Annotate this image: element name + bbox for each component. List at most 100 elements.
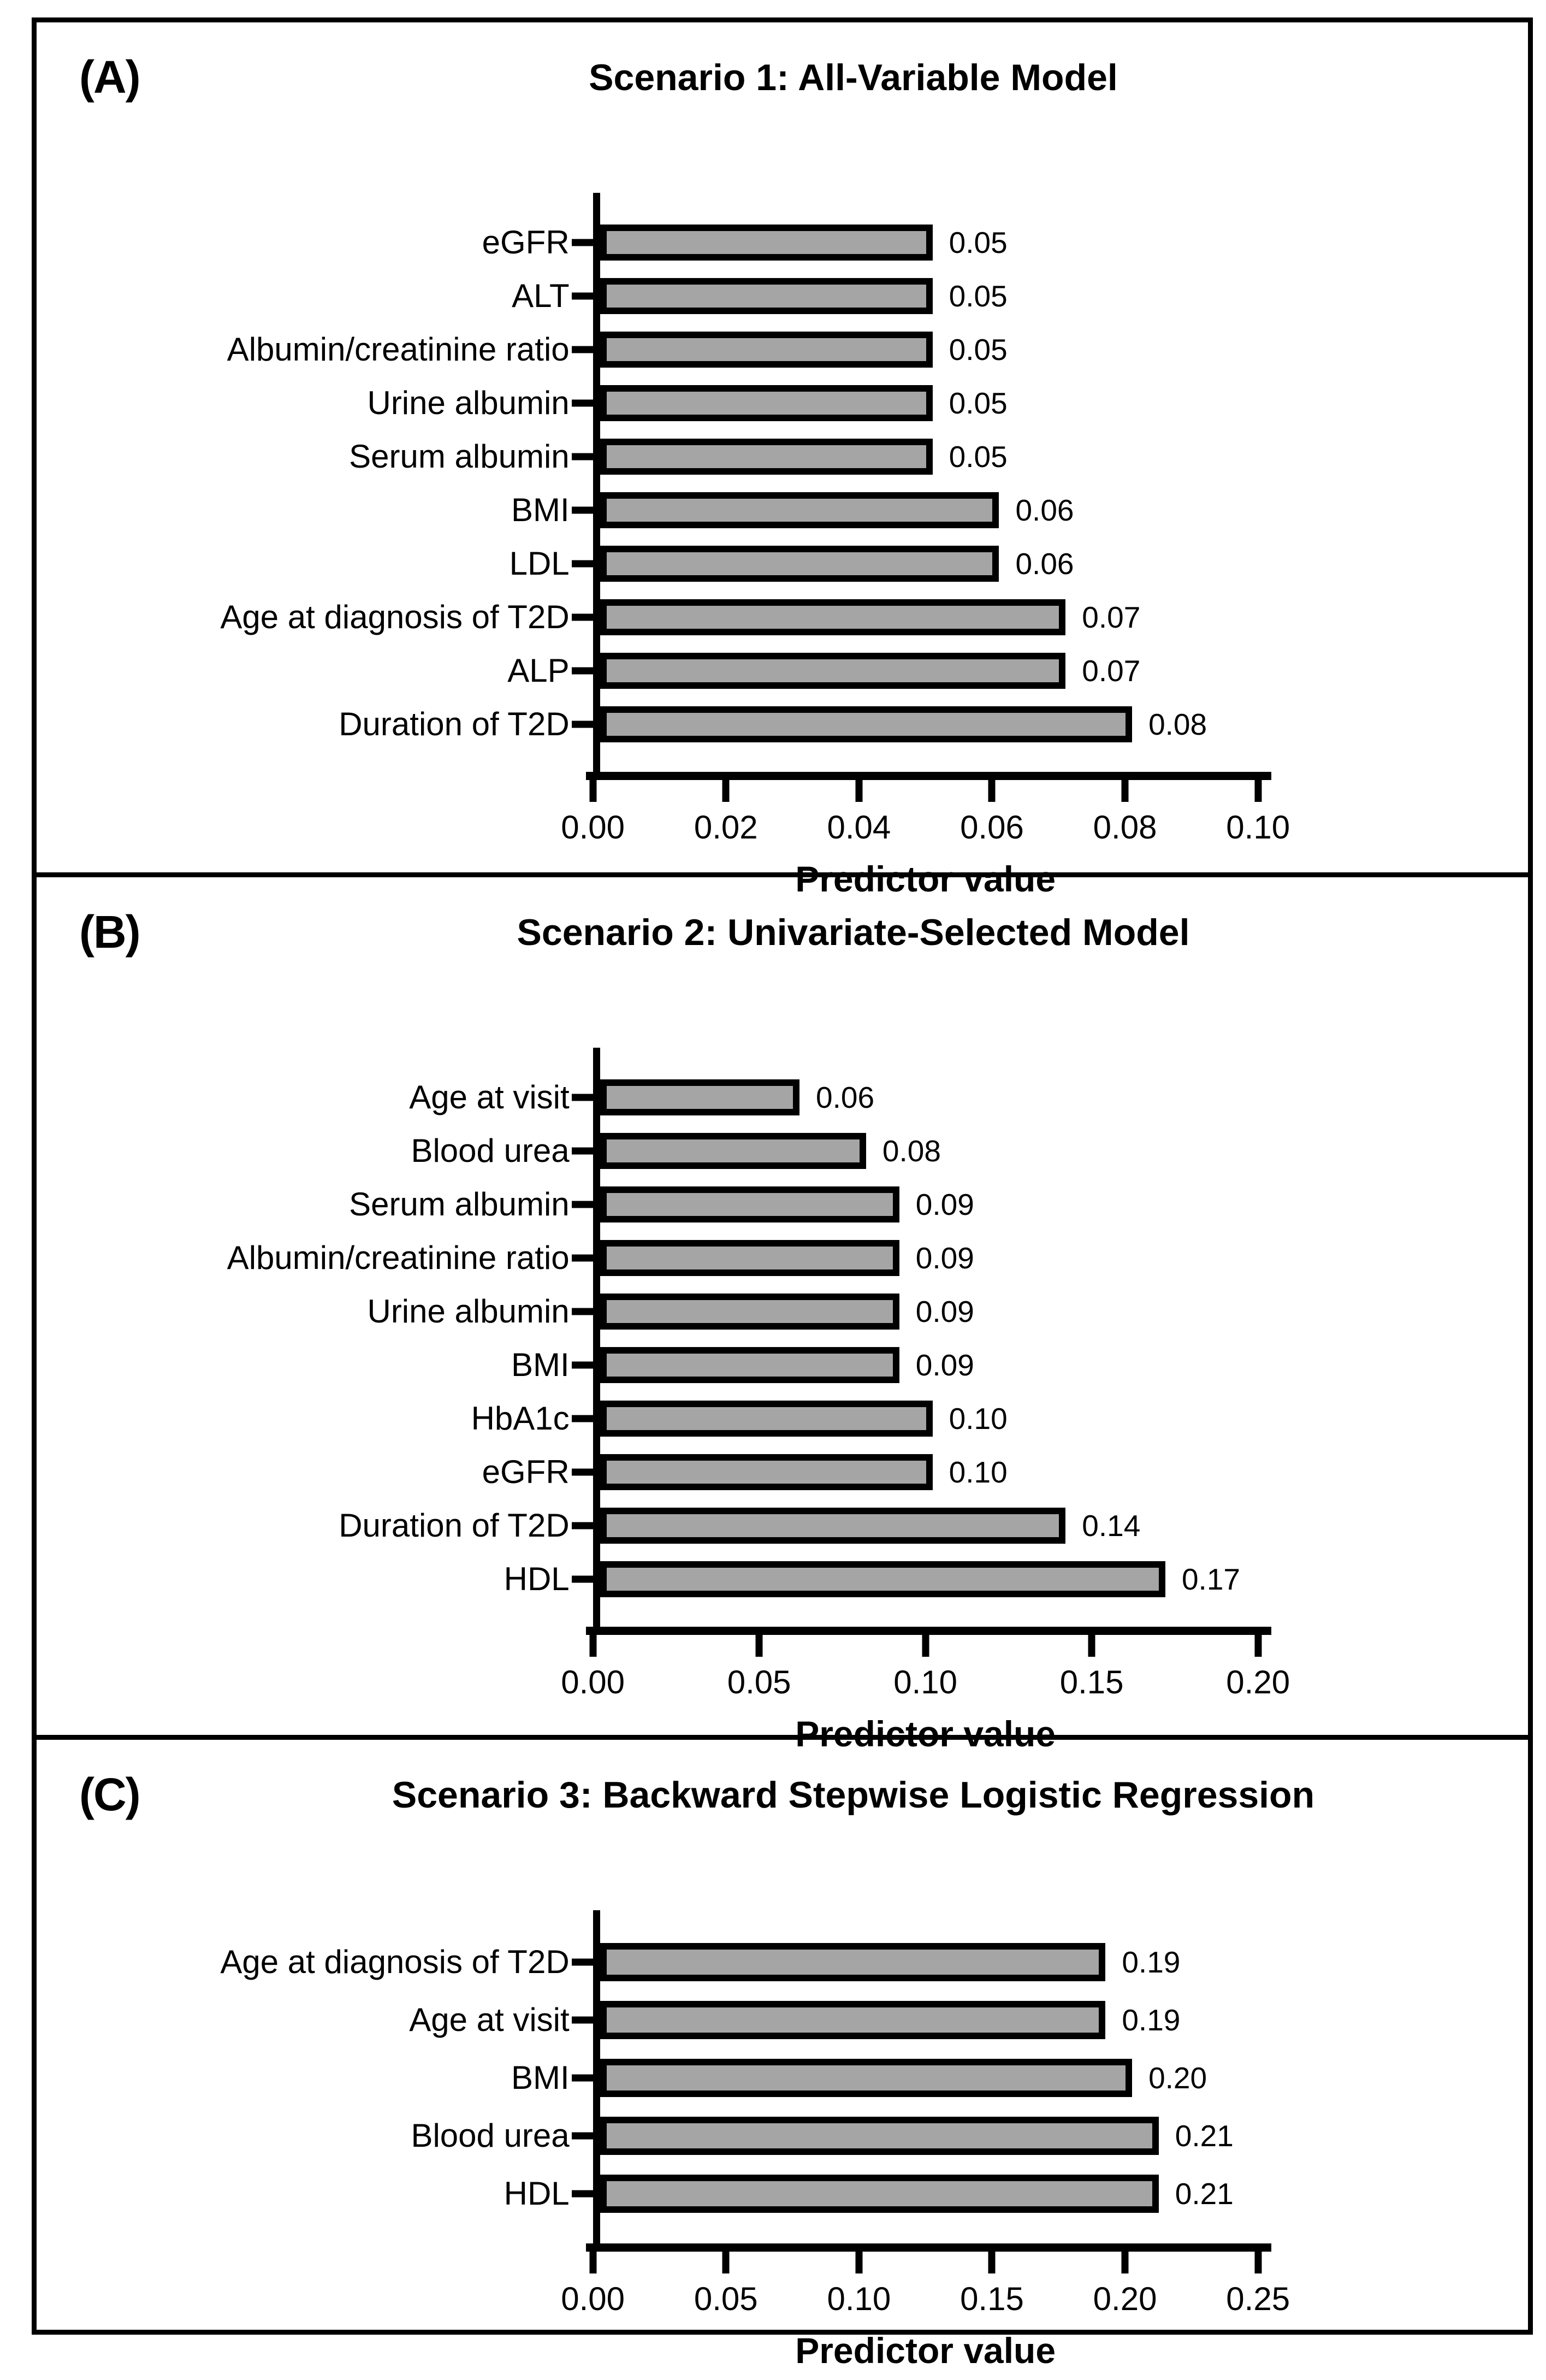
figure-frame: (A) Scenario 1: All-Variable Model eGFR 0… bbox=[32, 17, 1533, 2371]
value-label: 0.21 bbox=[1175, 2118, 1234, 2153]
category-tick-mark bbox=[571, 453, 600, 460]
x-axis-tick bbox=[722, 780, 730, 802]
x-axis-tick bbox=[855, 2252, 863, 2273]
value-label: 0.09 bbox=[915, 1348, 974, 1382]
x-axis-tick bbox=[1088, 1635, 1095, 1657]
bar-chart-scenario-1: eGFR 0.05 ALT 0.05 Albumin/creatinine ratio 0… bbox=[37, 193, 1528, 908]
value-label: 0.05 bbox=[949, 332, 1008, 367]
bar-row: Albumin/creatinine ratio 0.09 bbox=[227, 1231, 1265, 1285]
bar-row: LDL 0.06 bbox=[510, 537, 1265, 590]
x-axis-tick-label: 0.25 bbox=[1226, 2281, 1290, 2317]
x-axis-tick-label: 0.15 bbox=[960, 2281, 1024, 2317]
bar bbox=[600, 492, 999, 528]
x-axis-tick bbox=[988, 780, 996, 802]
category-label: eGFR bbox=[482, 1454, 570, 1490]
category-label: Albumin/creatinine ratio bbox=[227, 331, 570, 368]
panel-c-header: (C) Scenario 3: Backward Stepwise Logist… bbox=[37, 1740, 1528, 1883]
category-label: Albumin/creatinine ratio bbox=[227, 1239, 570, 1276]
x-axis-tick bbox=[1121, 2252, 1129, 2273]
x-axis-tick bbox=[1254, 2252, 1262, 2273]
bar bbox=[600, 599, 1066, 635]
x-axis-tick-label: 0.05 bbox=[727, 1664, 791, 1700]
bar-row: Blood urea 0.08 bbox=[411, 1124, 1265, 1178]
bar bbox=[600, 2175, 1159, 2213]
bar-row: Albumin/creatinine ratio 0.05 bbox=[227, 323, 1265, 376]
category-label: Serum albumin bbox=[349, 438, 570, 475]
value-label: 0.05 bbox=[949, 439, 1008, 474]
bar-row: BMI 0.06 bbox=[511, 483, 1265, 537]
bar bbox=[600, 2117, 1159, 2155]
value-label: 0.10 bbox=[949, 1401, 1008, 1436]
bar-row: HDL 0.17 bbox=[504, 1552, 1265, 1606]
bar bbox=[600, 1508, 1066, 1544]
panel-c: (C) Scenario 3: Backward Stepwise Logist… bbox=[37, 1740, 1528, 2380]
x-axis-tick bbox=[1121, 780, 1129, 802]
category-label: Duration of T2D bbox=[339, 1507, 570, 1544]
value-label: 0.05 bbox=[949, 386, 1008, 420]
bar-row: Serum albumin 0.05 bbox=[349, 430, 1265, 483]
value-label: 0.05 bbox=[949, 279, 1008, 313]
x-axis-line bbox=[585, 2243, 1271, 2252]
category-tick-mark bbox=[571, 2132, 600, 2140]
x-axis-tick-label: 0.05 bbox=[694, 2281, 758, 2317]
value-label: 0.20 bbox=[1148, 2060, 1207, 2095]
value-label: 0.08 bbox=[882, 1133, 941, 1168]
category-tick-mark bbox=[571, 1147, 600, 1155]
bar-row: ALT 0.05 bbox=[512, 269, 1265, 323]
bar-row: ALP 0.07 bbox=[507, 644, 1265, 698]
value-label: 0.19 bbox=[1122, 2003, 1181, 2037]
value-label: 0.07 bbox=[1082, 653, 1141, 688]
category-label: Urine albumin bbox=[367, 385, 570, 421]
category-label: BMI bbox=[511, 2059, 570, 2096]
category-tick-mark bbox=[571, 292, 600, 300]
bar bbox=[600, 2001, 1106, 2039]
category-tick-mark bbox=[571, 1361, 600, 1369]
panel-b-letter: (B) bbox=[79, 906, 141, 958]
bar-row: eGFR 0.05 bbox=[482, 216, 1265, 269]
value-label: 0.08 bbox=[1148, 707, 1207, 741]
category-label: Age at diagnosis of T2D bbox=[220, 1944, 570, 1980]
category-tick-mark bbox=[571, 613, 600, 621]
bar-row: BMI 0.20 bbox=[511, 2049, 1265, 2107]
bar-row: Age at diagnosis of T2D 0.19 bbox=[220, 1933, 1265, 1991]
panel-a: (A) Scenario 1: All-Variable Model eGFR 0… bbox=[37, 22, 1528, 899]
panel-b: (B) Scenario 2: Univariate-Selected Mode… bbox=[37, 877, 1528, 1754]
value-label: 0.17 bbox=[1181, 1562, 1241, 1596]
category-label: Duration of T2D bbox=[339, 706, 570, 742]
bar bbox=[600, 1240, 899, 1276]
bar-row: Age at visit 0.06 bbox=[409, 1071, 1265, 1124]
x-axis-tick bbox=[755, 1635, 763, 1657]
category-tick-mark bbox=[571, 2074, 600, 2082]
category-tick-mark bbox=[571, 1522, 600, 1529]
x-axis-line bbox=[585, 772, 1271, 780]
value-label: 0.21 bbox=[1175, 2176, 1234, 2211]
x-axis-tick-label: 0.10 bbox=[893, 1664, 958, 1700]
panel-b-title: Scenario 2: Univariate-Selected Model bbox=[517, 912, 1190, 953]
x-axis-tick-label: 0.00 bbox=[561, 809, 625, 846]
x-axis: 0.00 0.05 0.10 0.15 0.20 Predictor value bbox=[561, 1627, 1290, 1763]
bar-row: Age at diagnosis of T2D 0.07 bbox=[220, 590, 1265, 644]
category-tick-mark bbox=[571, 506, 600, 514]
category-label: LDL bbox=[509, 545, 570, 582]
bar bbox=[600, 225, 933, 261]
category-tick-mark bbox=[571, 1958, 600, 1966]
x-axis-tick bbox=[722, 2252, 730, 2273]
x-axis-line bbox=[585, 1627, 1271, 1635]
x-axis-tick-label: 0.00 bbox=[561, 1664, 625, 1700]
bar bbox=[600, 385, 933, 421]
x-axis-title: Predictor value bbox=[795, 859, 1056, 899]
value-label: 0.10 bbox=[949, 1455, 1008, 1489]
bar-row: Serum albumin 0.09 bbox=[349, 1178, 1265, 1231]
category-label: Serum albumin bbox=[349, 1186, 570, 1223]
category-label: Age at visit bbox=[409, 1079, 570, 1115]
bar-row: Urine albumin 0.05 bbox=[367, 376, 1265, 430]
category-label: HbA1c bbox=[471, 1400, 570, 1437]
category-label: BMI bbox=[511, 1346, 570, 1383]
bar bbox=[600, 1401, 933, 1437]
x-axis-tick-label: 0.00 bbox=[561, 2281, 625, 2317]
value-label: 0.07 bbox=[1082, 600, 1141, 634]
category-tick-mark bbox=[571, 560, 600, 568]
value-label: 0.09 bbox=[915, 1294, 974, 1328]
x-axis-tick bbox=[988, 2252, 996, 2273]
category-label: ALP bbox=[507, 652, 570, 689]
